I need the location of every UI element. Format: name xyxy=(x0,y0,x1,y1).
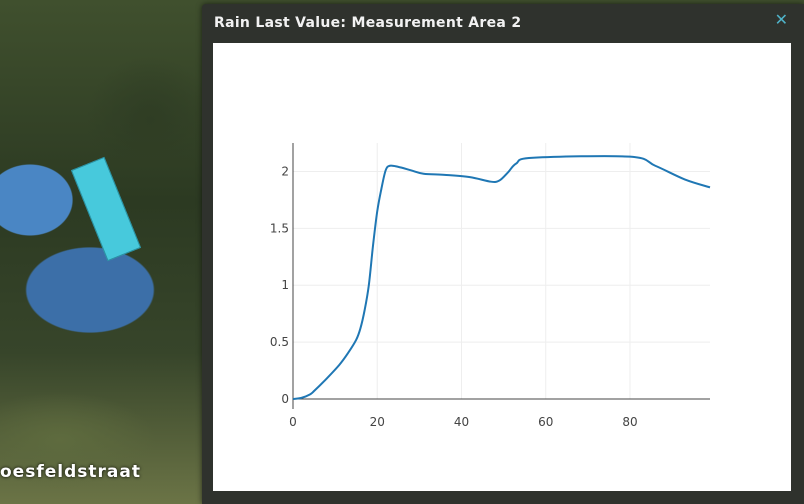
close-icon[interactable]: ✕ xyxy=(774,10,788,29)
x-tick-label: 40 xyxy=(454,415,469,429)
y-tick-label: 1 xyxy=(281,278,289,292)
chart-dialog: Rain Last Value: Measurement Area 2 ✕ 0 2… xyxy=(202,4,804,504)
chart-area: 0 20 40 60 80 0 0.5 1 1.5 2 xyxy=(213,43,791,491)
y-tick-label: 2 xyxy=(281,164,289,178)
x-tick-label: 0 xyxy=(289,415,297,429)
dialog-title: Rain Last Value: Measurement Area 2 xyxy=(214,15,522,31)
y-tick-label: 0 xyxy=(281,392,289,406)
y-tick-label: 1.5 xyxy=(270,221,289,235)
rain-series-line xyxy=(292,155,711,400)
x-tick-label: 20 xyxy=(370,415,385,429)
x-tick-label: 80 xyxy=(622,415,637,429)
y-tick-label: 0.5 xyxy=(270,335,289,349)
street-label: oesfeldstraat xyxy=(0,462,141,482)
line-chart: 0 20 40 60 80 0 0.5 1 1.5 2 xyxy=(270,143,711,429)
x-tick-label: 60 xyxy=(538,415,553,429)
